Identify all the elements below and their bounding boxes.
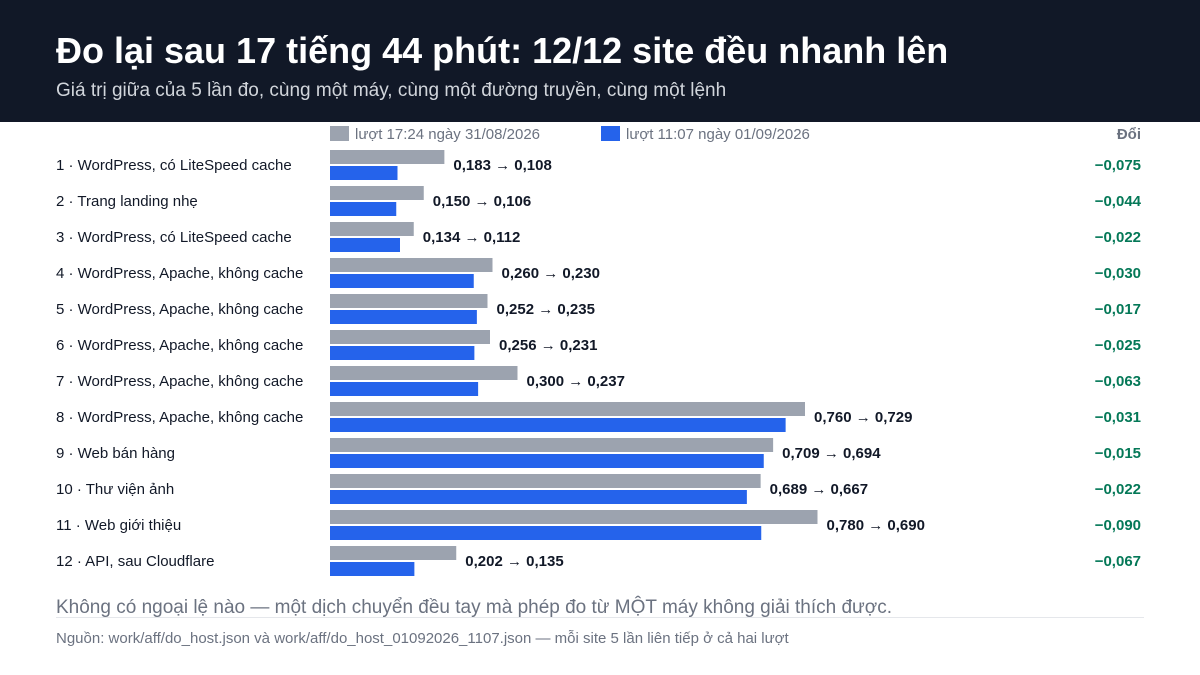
value-label: 0,256 → 0,231 — [499, 337, 597, 354]
delta-value: −0,022 — [1095, 481, 1141, 498]
legend-before-swatch — [330, 126, 349, 141]
legend-after-swatch — [601, 126, 620, 141]
bar-before — [330, 366, 518, 380]
category-label: 5 · WordPress, Apache, không cache — [56, 301, 303, 318]
category-label: 7 · WordPress, Apache, không cache — [56, 373, 303, 390]
delta-value: −0,075 — [1095, 157, 1141, 174]
delta-column-header: Đổi — [1117, 126, 1141, 143]
footer-divider — [56, 617, 1144, 618]
category-label: 1 · WordPress, có LiteSpeed cache — [56, 157, 292, 174]
bar-after — [330, 238, 400, 252]
bar-after — [330, 454, 764, 468]
category-label: 4 · WordPress, Apache, không cache — [56, 265, 303, 282]
page-subtitle: Giá trị giữa của 5 lần đo, cùng một máy,… — [56, 80, 727, 101]
category-label: 12 · API, sau Cloudflare — [56, 553, 214, 570]
delta-value: −0,067 — [1095, 553, 1141, 570]
bar-after — [330, 346, 475, 360]
value-label: 0,300 → 0,237 — [527, 373, 625, 390]
value-label: 0,252 → 0,235 — [497, 301, 595, 318]
category-label: 9 · Web bán hàng — [56, 445, 175, 462]
delta-value: −0,031 — [1095, 409, 1141, 426]
delta-value: −0,015 — [1095, 445, 1141, 462]
bar-before — [330, 186, 424, 200]
bar-before — [330, 546, 457, 560]
delta-value: −0,022 — [1095, 229, 1141, 246]
bar-before — [330, 474, 761, 488]
bar-before — [330, 294, 488, 308]
category-label: 6 · WordPress, Apache, không cache — [56, 337, 303, 354]
delta-value: −0,063 — [1095, 373, 1141, 390]
bar-before — [330, 222, 414, 236]
bar-before — [330, 150, 445, 164]
page-title: Đo lại sau 17 tiếng 44 phút: 12/12 site … — [56, 30, 949, 71]
delta-value: −0,025 — [1095, 337, 1141, 354]
category-label: 8 · WordPress, Apache, không cache — [56, 409, 303, 426]
bar-after — [330, 310, 477, 324]
bar-after — [330, 382, 479, 396]
delta-value: −0,044 — [1095, 193, 1142, 210]
bar-before — [330, 402, 805, 416]
value-label: 0,689 → 0,667 — [770, 481, 868, 498]
bar-after — [330, 202, 397, 216]
legend-before-label: lượt 17:24 ngày 31/08/2026 — [355, 126, 540, 143]
value-label: 0,202 → 0,135 — [465, 553, 563, 570]
value-label: 0,150 → 0,106 — [433, 193, 531, 210]
value-label: 0,183 → 0,108 — [453, 157, 551, 174]
bar-before — [330, 510, 818, 524]
bar-after — [330, 526, 762, 540]
value-label: 0,780 → 0,690 — [827, 517, 925, 534]
category-label: 10 · Thư viện ảnh — [56, 481, 174, 498]
bar-before — [330, 330, 490, 344]
delta-value: −0,017 — [1095, 301, 1141, 318]
bar-before — [330, 438, 774, 452]
bar-after — [330, 166, 398, 180]
bar-after — [330, 562, 415, 576]
delta-value: −0,090 — [1095, 517, 1141, 534]
category-label: 2 · Trang landing nhẹ — [56, 193, 198, 210]
value-label: 0,760 → 0,729 — [814, 409, 912, 426]
bar-after — [330, 274, 474, 288]
bar-after — [330, 418, 786, 432]
bar-after — [330, 490, 747, 504]
category-label: 11 · Web giới thiệu — [56, 517, 181, 534]
chart-footnote: Không có ngoại lệ nào — một dịch chuyển … — [56, 597, 893, 618]
source-note: Nguồn: work/aff/do_host.json và work/aff… — [56, 630, 789, 647]
bar-chart: lượt 17:24 ngày 31/08/2026 lượt 11:07 ngà… — [56, 126, 1142, 576]
legend-after-label: lượt 11:07 ngày 01/09/2026 — [626, 126, 810, 143]
value-label: 0,134 → 0,112 — [423, 229, 521, 246]
header-band: Đo lại sau 17 tiếng 44 phút: 12/12 site … — [0, 0, 1200, 122]
value-label: 0,709 → 0,694 — [782, 445, 881, 462]
delta-value: −0,030 — [1095, 265, 1141, 282]
value-label: 0,260 → 0,230 — [502, 265, 600, 282]
category-label: 3 · WordPress, có LiteSpeed cache — [56, 229, 292, 246]
bar-before — [330, 258, 493, 272]
